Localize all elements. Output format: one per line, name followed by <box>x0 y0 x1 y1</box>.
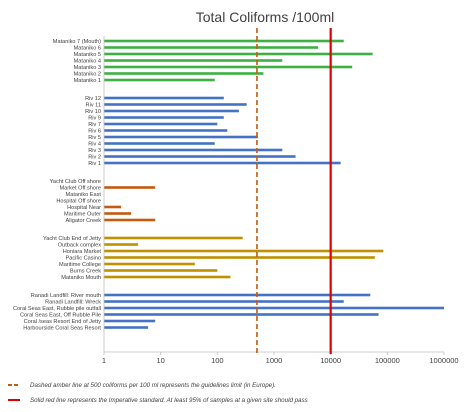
x-tick-label: 1000000 <box>429 356 458 365</box>
category-label: Outback complex <box>58 243 101 249</box>
category-label: Coral Seas East, Off Rubble Pile <box>20 313 101 319</box>
bar <box>104 148 283 152</box>
x-axis: 1 10 100 1000 10000 100000 1000000 <box>102 36 459 365</box>
chart-title: Total Coliforms /100ml <box>196 9 335 25</box>
category-label: Market Off shore <box>59 186 101 192</box>
category-label: Yacht Club Off shore <box>50 179 101 185</box>
category-label: Pacific Casino <box>66 256 101 262</box>
category-label: Yacht Club End of Jetty <box>43 236 101 242</box>
bar <box>104 52 373 56</box>
bar <box>104 326 149 329</box>
category-label: Mataniko 4 <box>74 59 101 65</box>
bar <box>104 243 139 246</box>
category-label: Mataniko East <box>66 192 102 198</box>
bar <box>104 109 239 113</box>
category-label: Coral Seas East, Rubble pile outfall <box>13 306 101 312</box>
bar <box>104 218 156 222</box>
category-label: Maritime Outer <box>64 212 101 218</box>
category-label: Aligator Creek <box>66 218 102 224</box>
category-label: Riv 10 <box>85 109 101 115</box>
category-label: Riv 11 <box>86 103 101 109</box>
legend-text: Solid red line represents the Imperative… <box>30 397 308 404</box>
category-label: Riv 7 <box>88 122 101 128</box>
bar <box>104 161 341 165</box>
bar <box>104 236 243 240</box>
x-tick-label: 10000 <box>320 356 341 365</box>
category-label: Mataniko 1 <box>74 78 101 84</box>
bar <box>104 46 319 49</box>
category-label: Riv 12 <box>85 96 101 102</box>
x-tick-label: 10 <box>156 356 164 365</box>
category-label: Honiara Market <box>63 249 102 255</box>
category-label: Hospital Off shore <box>56 199 101 205</box>
bar <box>104 269 218 272</box>
category-label: Riv 3 <box>88 148 101 154</box>
bar <box>104 319 156 323</box>
category-label: Mataniko 3 <box>74 65 101 71</box>
bar <box>104 39 344 43</box>
bar <box>104 306 444 310</box>
x-tick-label: 1 <box>102 356 106 365</box>
bar <box>104 116 224 119</box>
category-label: Ranadi Landfill: Wreck <box>45 300 101 306</box>
category-label: Riv 2 <box>88 155 101 161</box>
reference-lines <box>256 28 332 354</box>
category-label: Mataniko 6 <box>74 46 101 52</box>
category-label: Mataniko 5 <box>74 52 101 58</box>
legend-text: Dashed amber line at 500 coliforms per 1… <box>30 382 276 389</box>
bar <box>104 129 228 132</box>
bar <box>104 275 231 279</box>
bar <box>104 122 218 126</box>
x-tick-label: 100 <box>211 356 224 365</box>
category-label: Riv 6 <box>88 129 101 135</box>
bar <box>104 249 384 253</box>
category-label: Mataniko 7 (Mouth) <box>53 39 101 45</box>
category-label: Mataniko 2 <box>74 72 101 78</box>
category-label: Riv 4 <box>88 142 101 148</box>
bar <box>104 59 283 62</box>
bar <box>104 256 375 259</box>
legend: Dashed amber line at 500 coliforms per 1… <box>8 382 308 404</box>
bar <box>104 142 215 145</box>
bar <box>104 293 371 297</box>
bar <box>104 300 344 303</box>
category-label: Harbourside Coral Seas Resort <box>23 326 101 332</box>
bar <box>104 155 296 158</box>
category-label: Coral /seas Resort End of Jetty <box>24 319 102 325</box>
bar <box>104 78 215 82</box>
bar <box>104 135 258 139</box>
x-tick-label: 100000 <box>375 356 400 365</box>
bar <box>104 65 353 69</box>
bar <box>104 103 247 106</box>
category-label: Ranadi Landfill: River mouth <box>31 293 101 299</box>
bar <box>104 96 224 100</box>
bar <box>104 72 264 75</box>
category-label: Mataniko Mouth <box>61 275 101 281</box>
category-label: Riv 9 <box>88 116 101 122</box>
bar <box>104 205 122 209</box>
category-label: Burns Creek <box>70 269 101 275</box>
bars-layer <box>104 39 444 329</box>
category-label: Hospital Near <box>67 205 101 211</box>
bar <box>104 186 156 189</box>
bar <box>104 262 195 266</box>
bar <box>104 313 379 316</box>
category-label: Riv 5 <box>88 135 101 141</box>
x-tick-label: 1000 <box>266 356 283 365</box>
category-label: Riv 1 <box>88 161 101 167</box>
bar <box>104 212 132 215</box>
category-label: Maritime College <box>59 262 101 268</box>
